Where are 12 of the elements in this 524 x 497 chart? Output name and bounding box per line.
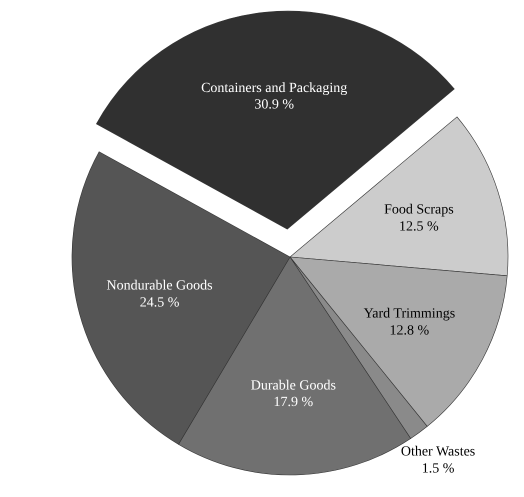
slice-label: Containers and Packaging: [201, 80, 348, 96]
slice-label: Durable Goods: [250, 378, 336, 394]
data-label: 12.5 %: [399, 219, 440, 234]
slice-label: Food Scraps: [384, 202, 454, 218]
data-label: 30.9 %: [254, 98, 294, 113]
slice-label: Other Wastes: [400, 444, 476, 460]
data-label: 24.5 %: [140, 295, 180, 310]
data-label: 1.5 %: [422, 461, 455, 476]
slice-label: Yard Trimmings: [364, 306, 456, 322]
slice-label: Nondurable Goods: [106, 278, 213, 294]
data-label: 17.9 %: [274, 395, 314, 410]
data-label: 12.8 %: [390, 323, 430, 338]
